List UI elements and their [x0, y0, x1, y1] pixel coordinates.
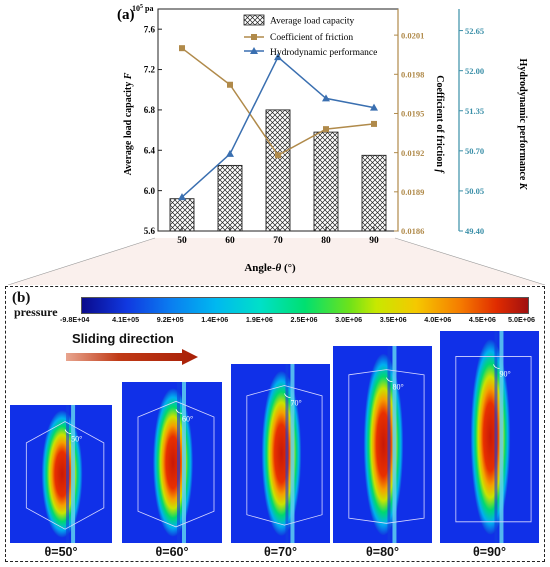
bar-50 — [169, 198, 195, 232]
friction-point-90 — [371, 120, 377, 127]
contour-plot-60: 60° — [122, 382, 222, 543]
y-left-tick-label: 7.6 — [144, 24, 156, 34]
contour-plot-70: 70° — [231, 364, 330, 543]
x-tick-label: 60 — [225, 236, 235, 246]
bar-70 — [265, 109, 291, 232]
colorbar-tick-label: 1.4E+06 — [201, 315, 229, 324]
friction-point-80 — [323, 126, 329, 133]
legend-label-0: Average load capacity — [270, 17, 354, 27]
contour-angle-label: 80° — [392, 383, 403, 392]
y-right1-tick-label: 0.0195 — [401, 109, 424, 119]
colorbar-tick-label: 5.0E+06 — [508, 315, 535, 324]
contour-plot-80: 80° — [333, 346, 432, 543]
legend-swatch-friction — [251, 34, 257, 40]
x-axis-label: Angle-θ (°) — [244, 262, 296, 274]
y-left-label: Average load capacity F — [123, 72, 134, 175]
colorbar — [81, 297, 529, 314]
colorbar-tick-label: -9.8E+04 — [60, 315, 90, 324]
contour-angle-label: 60° — [182, 414, 193, 423]
friction-point-50 — [179, 45, 185, 52]
hydro-point-70 — [274, 53, 282, 61]
colorbar-tick-label: 9.2E+05 — [156, 315, 184, 324]
y-right2-tick-label: 52.00 — [465, 66, 484, 76]
legend-label-2: Hydrodynamic performance — [270, 47, 377, 58]
zoom-connector — [8, 238, 545, 285]
y-right1-tick-label: 0.0198 — [401, 69, 424, 79]
x-tick-label: 90 — [369, 236, 379, 246]
contour-caption: θ=90° — [473, 545, 506, 559]
y-left-tick-label: 5.6 — [144, 226, 156, 236]
y-right2-label: Hydrodynamic performance K — [517, 59, 528, 191]
contour-caption: θ=80° — [366, 545, 399, 559]
colorbar-tick-label: 4.0E+06 — [424, 315, 452, 324]
y-left-tick-label: 7.2 — [144, 65, 156, 75]
x-tick-label: 80 — [321, 236, 331, 246]
colorbar-tick-label: 4.5E+06 — [468, 315, 496, 324]
colorbar-tick-label: 1.9E+06 — [245, 315, 273, 324]
contour-plot-90: 90° — [440, 331, 539, 543]
combo-chart: 50 60 70 80 90 5.6 6.0 6.4 6.8 7.2 7.6 0.0186 0.0189… — [7, 4, 546, 285]
friction-point-70 — [275, 152, 281, 159]
y-right1-tick-label: 0.0186 — [401, 226, 424, 236]
hydro-point-50 — [178, 193, 186, 201]
x-tick-label: 50 — [177, 236, 187, 246]
legend: Average load capacity Coefficient of fri… — [243, 14, 377, 58]
y-right1-tick-label: 0.0189 — [401, 187, 424, 197]
x-tick-label: 70 — [273, 236, 283, 246]
hydro-point-90 — [370, 103, 378, 111]
unit-label: 105 pa — [132, 4, 153, 13]
y-left-tick-label: 6.4 — [144, 145, 156, 155]
y-right1-tick-label: 0.0201 — [401, 30, 424, 40]
hydro-point-60 — [226, 149, 234, 157]
contour-plot-50: 50° — [10, 405, 112, 543]
contour-angle-label: 50° — [71, 435, 82, 444]
legend-label-1: Coefficient of friction — [270, 32, 353, 43]
y-left-tick-label: 6.8 — [144, 105, 156, 115]
contour-caption: θ=60° — [155, 545, 189, 559]
y-right2-tick-label: 51.35 — [465, 106, 484, 116]
friction-point-60 — [227, 81, 233, 88]
sliding-direction-label: Sliding direction — [72, 331, 174, 346]
colorbar-tick-label: 4.1E+05 — [112, 315, 140, 324]
bar-90 — [361, 154, 387, 232]
colorbar-tick-label: 3.0E+06 — [335, 315, 363, 324]
y-right1-tick-label: 0.0192 — [401, 148, 424, 158]
legend-swatch-hydro — [250, 47, 258, 54]
bar-80 — [313, 131, 339, 232]
sliding-arrow — [66, 349, 198, 365]
legend-swatch-bar — [243, 14, 265, 26]
contour-caption: θ=70° — [264, 545, 297, 559]
y-right2-tick-label: 52.65 — [465, 26, 484, 36]
contour-angle-label: 90° — [499, 369, 510, 378]
colorbar-tick-label: 3.5E+06 — [379, 315, 407, 324]
y-right2-tick-label: 50.05 — [465, 186, 484, 196]
y-right2-tick-label: 49.40 — [465, 226, 484, 236]
y-right2-tick-label: 50.70 — [465, 146, 484, 156]
y-left-tick-label: 6.0 — [144, 186, 156, 196]
bar-60 — [217, 164, 243, 232]
panel-b-label: (b) — [12, 290, 31, 306]
colorbar-tick-label: 2.5E+06 — [290, 315, 318, 324]
pressure-panel — [5, 286, 545, 562]
contour-angle-label: 70° — [290, 398, 301, 407]
panel-a-label: (a) — [117, 7, 135, 23]
y-right1-label: Coefficient of friction f — [434, 75, 445, 174]
contour-caption: θ=50° — [44, 545, 78, 559]
pressure-label: pressure — [14, 305, 58, 319]
hydro-point-80 — [322, 94, 330, 102]
